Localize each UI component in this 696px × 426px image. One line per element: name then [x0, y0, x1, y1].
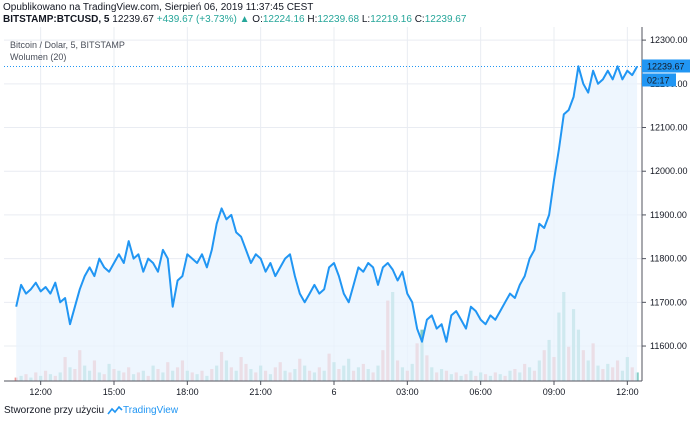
x-tick-label: 12:00 — [616, 387, 639, 397]
x-tick-label: 6 — [331, 387, 336, 397]
series-title: Bitcoin / Dolar, 5, BITSTAMP — [10, 40, 125, 50]
x-tick-label: 06:00 — [469, 387, 492, 397]
x-tick-label: 12:00 — [29, 387, 52, 397]
up-arrow-icon: ▲ — [239, 14, 250, 25]
published-caption: Opublikowano na TradingView.com, Sierpie… — [3, 2, 314, 13]
x-tick-label: 09:00 — [543, 387, 566, 397]
x-tick-label: 03:00 — [396, 387, 419, 397]
volume-title: Wolumen (20) — [10, 52, 66, 62]
high-label: H: — [307, 14, 318, 25]
symbol: BITSTAMP:BTCUSD, 5 — [3, 14, 110, 25]
change-value: +439.67 (+3.73%) — [156, 14, 237, 25]
open-label: O: — [252, 14, 263, 25]
tradingview-logo[interactable]: TradingView — [107, 405, 178, 416]
quote-bar: BITSTAMP:BTCUSD, 5 12239.67 +439.67 (+3.… — [3, 14, 466, 25]
x-tick-label: 15:00 — [103, 387, 126, 397]
countdown-badge-value: 02:17 — [647, 75, 670, 85]
volume-bar — [635, 372, 639, 381]
tradingview-logo-icon — [107, 405, 123, 414]
price-line — [15, 65, 638, 343]
time-axis[interactable]: 12:00 15:00 18:00 21:00 6 03:00 06:00 09:00 12:0… — [29, 381, 639, 397]
x-tick-label: 18:00 — [176, 387, 199, 397]
price-chart[interactable]: 11600.00 11700.00 11800.00 11900.00 12000.00… — [0, 27, 696, 399]
price-area — [16, 66, 638, 382]
close-value: 12239.67 — [424, 14, 467, 25]
footer: Stworzone przy użyciu TradingView — [4, 405, 178, 416]
low-label: L: — [361, 14, 371, 25]
price-badge: 12239.67 02:17 — [642, 59, 690, 87]
y-tick-label: 11800.00 — [650, 254, 687, 264]
last-price: 12239.67 — [112, 14, 154, 25]
low-value: 12219.16 — [370, 14, 412, 25]
created-with-text: Stworzone przy użyciu — [4, 405, 105, 416]
y-tick-label: 12100.00 — [650, 123, 688, 133]
countdown-badge-box — [642, 73, 676, 87]
y-tick-label: 12000.00 — [650, 166, 688, 176]
y-tick-label: 11600.00 — [650, 341, 687, 351]
price-badge-value: 12239.67 — [647, 61, 685, 71]
high-value: 12239.68 — [317, 14, 360, 25]
close-label: C: — [414, 14, 425, 25]
price-badge-box — [642, 59, 690, 73]
y-tick-label: 12300.00 — [650, 35, 688, 45]
tradingview-brand: TradingView — [123, 405, 179, 416]
y-tick-label: 11900.00 — [650, 210, 687, 220]
open-value: 12224.16 — [262, 14, 305, 25]
x-tick-label: 21:00 — [249, 387, 272, 397]
y-tick-label: 11700.00 — [650, 297, 687, 307]
